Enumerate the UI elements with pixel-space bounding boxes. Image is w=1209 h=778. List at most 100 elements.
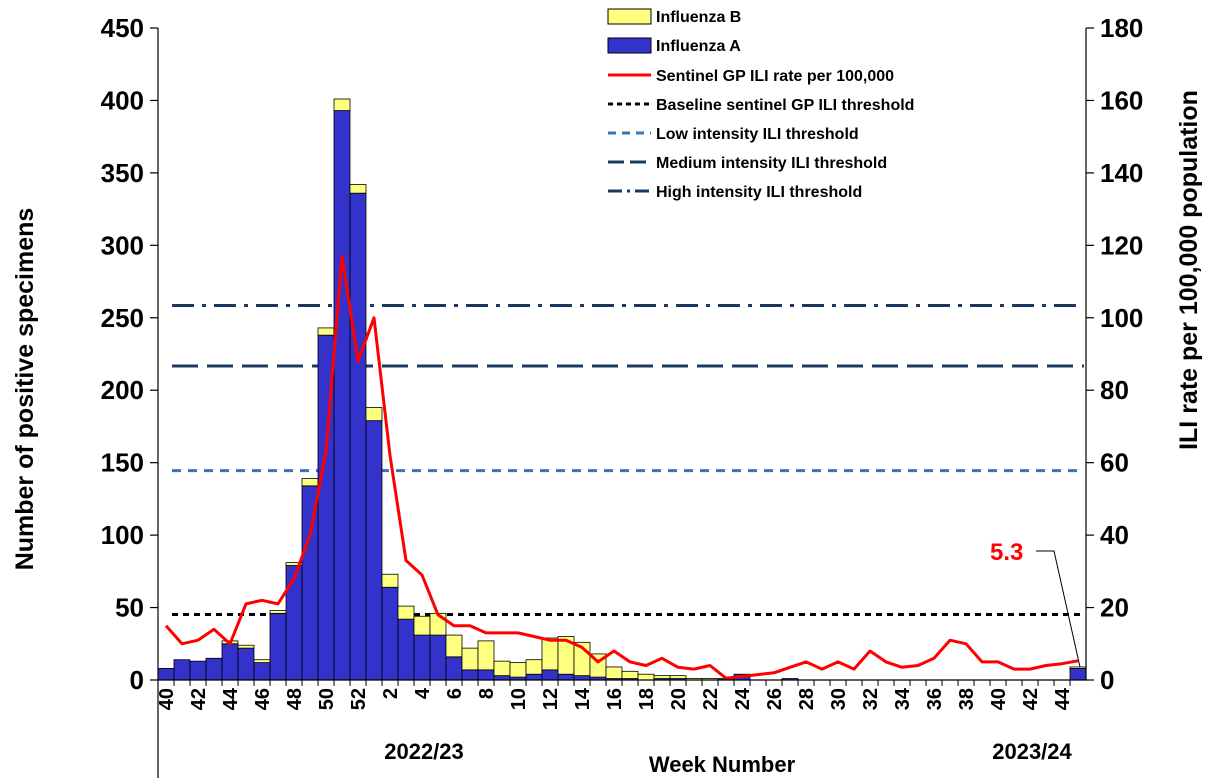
axes-layer: 0501001502002503003504004500204060801001… <box>101 13 1143 778</box>
bar-influenza-b-16 <box>413 615 431 636</box>
y-right-tick-label-5: 100 <box>1100 303 1143 333</box>
bar-influenza-a-7 <box>269 612 287 681</box>
last-ili-value-annotation: 5.3 <box>990 539 1023 566</box>
x-tick-label-2: 42 <box>188 688 210 710</box>
bar-influenza-a-8 <box>285 565 303 681</box>
y-left-tick-label-3: 150 <box>101 448 144 478</box>
y-axis-left-title: Number of positive specimens <box>11 208 39 571</box>
bar-influenza-b-13 <box>365 407 383 422</box>
bar-influenza-a-24 <box>541 669 559 681</box>
y-right-tick-label-3: 60 <box>1100 448 1129 478</box>
y-right-tick-label-2: 40 <box>1100 520 1129 550</box>
x-tick-label-6: 46 <box>252 688 274 710</box>
annotation-leader-line <box>1036 550 1081 668</box>
bar-influenza-a-15 <box>397 618 415 681</box>
ili-rate-line <box>164 254 1079 680</box>
bar-influenza-a-1 <box>173 659 191 681</box>
bar-influenza-b-6 <box>253 659 271 664</box>
bar-influenza-a-16 <box>413 634 431 681</box>
y-left-tick-label-9: 450 <box>101 13 144 43</box>
x-tick-label-22: 10 <box>508 688 530 710</box>
x-tick-label-56: 44 <box>1052 687 1074 710</box>
bar-influenza-b-57 <box>1069 666 1087 669</box>
bar-influenza-b-14 <box>381 573 399 588</box>
bar-influenza-a-25 <box>557 673 575 681</box>
x-tick-label-24: 12 <box>540 688 562 710</box>
bar-influenza-a-9 <box>301 485 319 681</box>
x-tick-label-20: 8 <box>476 688 498 699</box>
bar-influenza-b-7 <box>269 610 287 614</box>
bar-influenza-b-24 <box>541 637 559 671</box>
bar-influenza-a-0 <box>157 668 175 681</box>
x-tick-label-46: 34 <box>892 687 914 710</box>
bar-influenza-b-19 <box>461 647 479 671</box>
bar-influenza-a-12 <box>349 192 367 681</box>
y-left-tick-label-4: 200 <box>101 375 144 405</box>
y-right-tick-label-1: 20 <box>1100 593 1129 623</box>
bar-influenza-b-12 <box>349 184 367 194</box>
bar-influenza-a-3 <box>205 657 223 681</box>
x-tick-label-0: 40 <box>156 688 178 710</box>
bar-influenza-b-21 <box>493 660 511 677</box>
x-tick-label-44: 32 <box>860 688 882 710</box>
bar-influenza-b-23 <box>525 659 543 675</box>
y-right-tick-label-9: 180 <box>1100 13 1143 43</box>
bar-influenza-a-26 <box>573 675 591 681</box>
y-right-tick-label-8: 160 <box>1100 85 1143 115</box>
bar-influenza-b-18 <box>445 634 463 658</box>
x-tick-label-34: 22 <box>700 688 722 710</box>
bar-influenza-a-57 <box>1069 668 1087 681</box>
x-tick-label-8: 48 <box>284 688 306 710</box>
x-tick-label-52: 40 <box>988 688 1010 710</box>
y-axis-right-title: ILI rate per 100,000 population <box>1175 90 1203 450</box>
legend-label-medium: Medium intensity ILI threshold <box>656 155 887 172</box>
legend: Influenza B Influenza A Sentinel GP ILI … <box>607 8 914 201</box>
legend-label-influenza-b: Influenza B <box>656 9 741 26</box>
y-left-tick-label-5: 250 <box>101 303 144 333</box>
bar-influenza-b-28 <box>605 666 623 679</box>
y-left-tick-label-1: 50 <box>115 593 144 623</box>
season-label-2022-23: 2022/23 <box>384 739 464 764</box>
season-label-2023-24: 2023/24 <box>992 739 1072 764</box>
legend-label-ili-rate: Sentinel GP ILI rate per 100,000 <box>656 68 894 85</box>
y-right-tick-label-7: 140 <box>1100 158 1143 188</box>
x-tick-label-50: 38 <box>956 688 978 710</box>
legend-swatch-influenza-a <box>607 37 652 54</box>
y-right-tick-label-0: 0 <box>1100 665 1114 695</box>
legend-label-influenza-a: Influenza A <box>656 38 741 55</box>
x-tick-label-42: 30 <box>828 688 850 710</box>
legend-label-baseline: Baseline sentinel GP ILI threshold <box>656 97 914 114</box>
bar-influenza-a-5 <box>237 647 255 681</box>
bar-influenza-a-20 <box>477 669 495 681</box>
bar-influenza-a-23 <box>525 673 543 681</box>
x-tick-label-26: 14 <box>572 687 594 710</box>
bars-layer <box>157 98 1087 681</box>
legend-label-high: High intensity ILI threshold <box>656 184 862 201</box>
bar-influenza-a-6 <box>253 662 271 681</box>
bar-influenza-a-14 <box>381 586 399 681</box>
x-tick-label-4: 44 <box>220 687 242 710</box>
bar-influenza-b-30 <box>637 673 655 681</box>
x-tick-label-10: 50 <box>316 688 338 710</box>
legend-label-low: Low intensity ILI threshold <box>656 126 859 143</box>
bar-influenza-a-18 <box>445 656 463 681</box>
bar-influenza-b-11 <box>333 98 351 111</box>
bar-influenza-b-32 <box>669 675 687 679</box>
bar-influenza-a-21 <box>493 675 511 681</box>
x-tick-label-12: 52 <box>348 688 370 710</box>
x-tick-label-54: 42 <box>1020 688 1042 710</box>
bar-influenza-a-2 <box>189 660 207 681</box>
y-right-tick-label-4: 80 <box>1100 375 1129 405</box>
bar-influenza-b-10 <box>317 327 335 336</box>
bar-influenza-a-11 <box>333 110 351 681</box>
x-tick-label-28: 16 <box>604 688 626 710</box>
y-left-tick-label-6: 300 <box>101 230 144 260</box>
y-left-tick-label-8: 400 <box>101 85 144 115</box>
bar-influenza-b-9 <box>301 478 319 487</box>
y-left-tick-label-7: 350 <box>101 158 144 188</box>
y-left-tick-label-2: 100 <box>101 520 144 550</box>
x-tick-label-32: 20 <box>668 688 690 710</box>
bar-influenza-a-19 <box>461 669 479 681</box>
bar-influenza-b-5 <box>237 644 255 649</box>
